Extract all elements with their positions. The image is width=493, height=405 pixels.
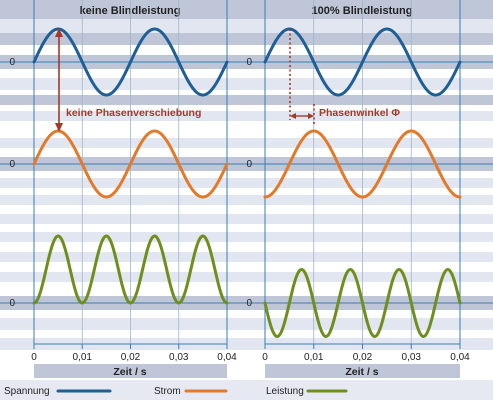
tick-label-left-1: 0,01	[73, 352, 93, 363]
band-1	[0, 19, 493, 33]
tick-label-right-1: 0,01	[304, 352, 324, 363]
tick-label-left-3: 0,03	[169, 352, 189, 363]
annotation-phase-angle-label: Phasenwinkel Φ	[319, 107, 400, 119]
zero-label-current-left: 0	[9, 159, 15, 170]
band-7	[0, 138, 493, 148]
x-axis-label-left: Zeit / s	[113, 366, 146, 378]
zero-labels: 0 0 0 0 0 0	[9, 57, 252, 309]
x-axis-label-right: Zeit / s	[345, 366, 378, 378]
band-6	[0, 111, 493, 121]
band-13	[0, 252, 493, 262]
zero-label-voltage-right: 0	[246, 57, 252, 68]
series-leistung-left	[32, 234, 229, 305]
zero-label-power-left: 0	[9, 298, 15, 309]
legend-label-leistung: Leistung	[266, 386, 304, 397]
tick-label-left-2: 0,02	[121, 352, 141, 363]
tick-label-left-4: 0,04	[217, 352, 237, 363]
band-10	[0, 195, 493, 205]
series-strom-right	[263, 129, 462, 199]
tick-label-left-0: 0	[31, 352, 37, 363]
tick-label-right-0: 0	[262, 352, 268, 363]
phase-arrowhead-right	[308, 113, 314, 119]
legend-background	[0, 380, 493, 400]
zero-label-voltage-left: 0	[9, 57, 15, 68]
panel-title-right: 100% Blindleistung	[312, 5, 413, 17]
tick-label-right-4: 0,04	[450, 352, 470, 363]
tick-label-right-3: 0,03	[402, 352, 422, 363]
x-axis-label-bar-right	[265, 364, 460, 378]
series-strom-left	[32, 129, 229, 199]
x-axis-label-bar-left	[34, 364, 227, 378]
phase-arrowhead-left	[290, 113, 296, 119]
no-shift-arrowhead-bottom	[55, 123, 63, 132]
waveforms	[32, 27, 462, 338]
x-axis-ticks: 0 0,01 0,02 0,03 0,04 0 0,01 0,02 0,03 0,04	[31, 344, 470, 363]
series-spannung-left	[32, 27, 229, 97]
annotation-phase-angle: Phasenwinkel Φ	[289, 29, 400, 124]
tick-label-right-2: 0,02	[353, 352, 373, 363]
band-14	[0, 272, 493, 282]
panel-title-left: keine Blindleistung	[80, 5, 181, 17]
band-4	[0, 78, 493, 90]
annotation-no-shift: keine Phasenverschiebung	[55, 28, 201, 132]
vertical-gridlines	[33, 0, 461, 344]
series-leistung-right	[263, 268, 462, 338]
legend-item-spannung: Spannung	[4, 386, 112, 397]
band-9	[0, 178, 493, 188]
band-2	[0, 33, 493, 45]
legend-item-strom: Strom	[154, 386, 228, 397]
x-axis: 0 0,01 0,02 0,03 0,04 0 0,01 0,02 0,03 0,04 Zeit …	[31, 343, 470, 378]
legend-label-spannung: Spannung	[4, 386, 50, 397]
legend-label-strom: Strom	[154, 386, 181, 397]
legend-item-leistung: Leistung	[266, 386, 348, 397]
no-shift-arrowhead-top	[55, 28, 63, 37]
band-5	[0, 95, 493, 105]
series-spannung-right	[263, 27, 462, 97]
band-11	[0, 214, 493, 224]
band-17	[0, 338, 493, 350]
zero-label-current-right: 0	[246, 159, 252, 170]
legend: Spannung Strom Leistung	[4, 386, 348, 397]
annotation-no-shift-label: keine Phasenverschiebung	[66, 107, 201, 119]
band-12	[0, 232, 493, 242]
zero-label-power-right: 0	[246, 298, 252, 309]
